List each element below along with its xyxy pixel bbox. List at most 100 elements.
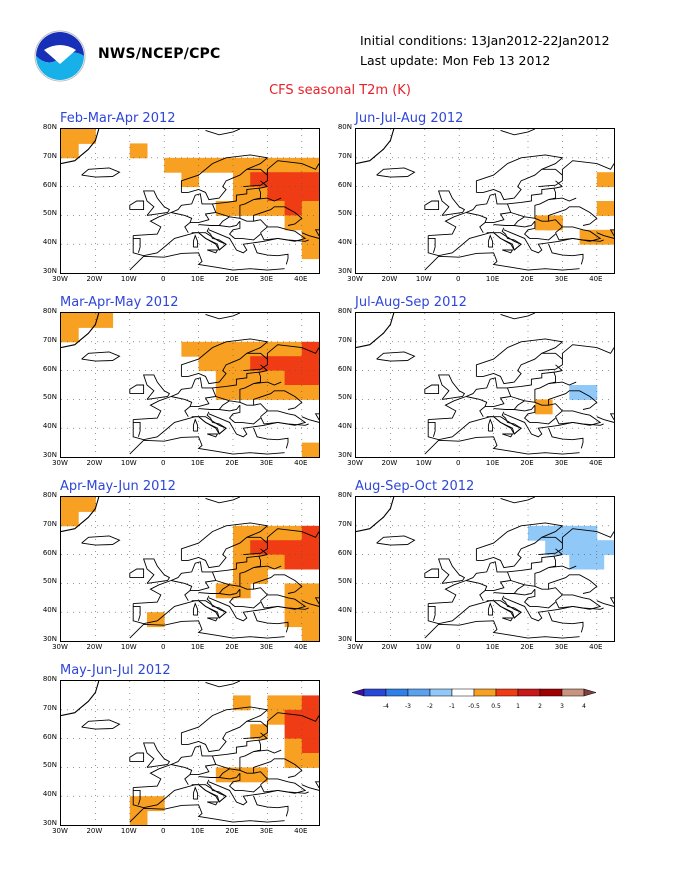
lon-tick-label: 10W — [415, 643, 432, 651]
anomaly-cell — [284, 385, 303, 400]
lat-tick-label: 40N — [42, 422, 57, 431]
lon-tick-label: 30E — [554, 275, 569, 283]
coastline — [133, 186, 268, 237]
coastline — [132, 232, 227, 257]
anomaly-cell — [233, 356, 251, 372]
lat-tick-label: 80N — [337, 491, 352, 499]
anomaly-cell — [250, 554, 268, 570]
lat-tick-label: 70N — [337, 151, 352, 160]
coastline — [485, 203, 512, 224]
lon-tick-label: 40E — [589, 643, 603, 651]
anomaly-cell — [267, 695, 286, 711]
coastline — [191, 411, 227, 435]
coastline — [548, 244, 584, 265]
anomaly-cell — [181, 341, 200, 357]
coastline — [191, 779, 227, 803]
anomaly-cell — [569, 554, 587, 570]
lat-tick-label: 60N — [337, 548, 352, 557]
coastline — [424, 620, 580, 639]
lat-tick-label: 80N — [42, 491, 57, 499]
coastline — [219, 404, 241, 412]
coastline — [246, 352, 268, 360]
lon-tick-label: 0 — [160, 827, 166, 835]
lon-tick-label: 10W — [120, 643, 137, 651]
coastline — [314, 781, 319, 789]
anomaly-cell — [301, 709, 319, 725]
coastline — [260, 410, 307, 426]
lon-tick-label: 0 — [160, 643, 166, 651]
lon-tick-label: 30E — [259, 275, 274, 283]
lon-tick-label: 20E — [520, 275, 534, 283]
coastline — [243, 160, 319, 188]
coastline — [534, 187, 556, 219]
lon-tick-label: 30E — [554, 643, 569, 651]
coastline — [129, 804, 285, 823]
map-svg — [61, 681, 319, 825]
lat-tick-label: 30N — [42, 267, 57, 275]
coastline — [424, 384, 440, 395]
coastline — [260, 226, 307, 242]
lon-tick-label: 20W — [86, 827, 103, 835]
coastline — [61, 313, 100, 349]
coastline — [502, 249, 514, 254]
anomaly-cell — [284, 738, 303, 754]
coastline — [475, 154, 564, 201]
lat-tick-label: 60N — [42, 732, 57, 741]
coastline — [239, 187, 261, 219]
lat-tick-label: 30N — [337, 635, 352, 643]
coastline — [180, 338, 269, 385]
coastline — [475, 338, 564, 385]
coastline — [596, 600, 614, 607]
coastline — [485, 571, 512, 592]
anomaly-cell — [233, 695, 251, 711]
anomaly-cell — [61, 511, 79, 527]
lat-tick-label: 60N — [42, 548, 57, 557]
coastline — [81, 167, 121, 178]
anomaly-cell — [233, 767, 251, 783]
coastline — [192, 418, 199, 432]
anomaly-cell — [301, 186, 319, 202]
coastline — [487, 602, 494, 616]
lat-tick-label: 70N — [42, 335, 57, 344]
coastline — [191, 595, 227, 619]
coastline — [228, 589, 261, 609]
coastline — [548, 612, 584, 633]
map-svg — [61, 497, 319, 641]
anomaly-cell — [267, 554, 286, 570]
lon-tick-label: 20W — [381, 275, 398, 283]
anomaly-cell — [284, 724, 303, 740]
coastline — [190, 203, 217, 224]
anomaly-cell — [198, 157, 217, 173]
anomaly-cell — [61, 129, 79, 144]
coastline — [142, 374, 171, 400]
coastline — [133, 554, 268, 605]
anomaly-cell — [267, 186, 286, 202]
map-svg — [356, 313, 614, 457]
lon-tick-label: 40E — [589, 275, 603, 283]
coastline — [81, 351, 121, 362]
coastline — [133, 605, 141, 621]
anomaly-cell — [147, 796, 165, 812]
anomaly-cell — [301, 724, 319, 740]
coastline — [500, 129, 536, 136]
coastline — [609, 597, 614, 605]
coastline — [253, 244, 289, 265]
lat-tick-label: 40N — [337, 422, 352, 431]
coastline — [301, 784, 319, 791]
coastline — [253, 428, 289, 449]
anomaly-cell — [596, 201, 614, 216]
lon-tick-label: 20E — [225, 459, 239, 467]
coastline — [314, 229, 319, 237]
map-svg — [356, 129, 614, 273]
coastline — [548, 381, 577, 386]
map-panel — [60, 128, 320, 274]
lat-tick-label: 50N — [337, 209, 352, 218]
anomaly-cell — [233, 341, 251, 357]
coastline — [205, 497, 241, 504]
coastline — [253, 565, 282, 570]
coastline — [428, 554, 563, 605]
anomaly-cell — [250, 370, 268, 386]
anomaly-cell — [215, 370, 234, 386]
coastline — [548, 428, 584, 449]
lat-tick-label: 40N — [337, 606, 352, 615]
